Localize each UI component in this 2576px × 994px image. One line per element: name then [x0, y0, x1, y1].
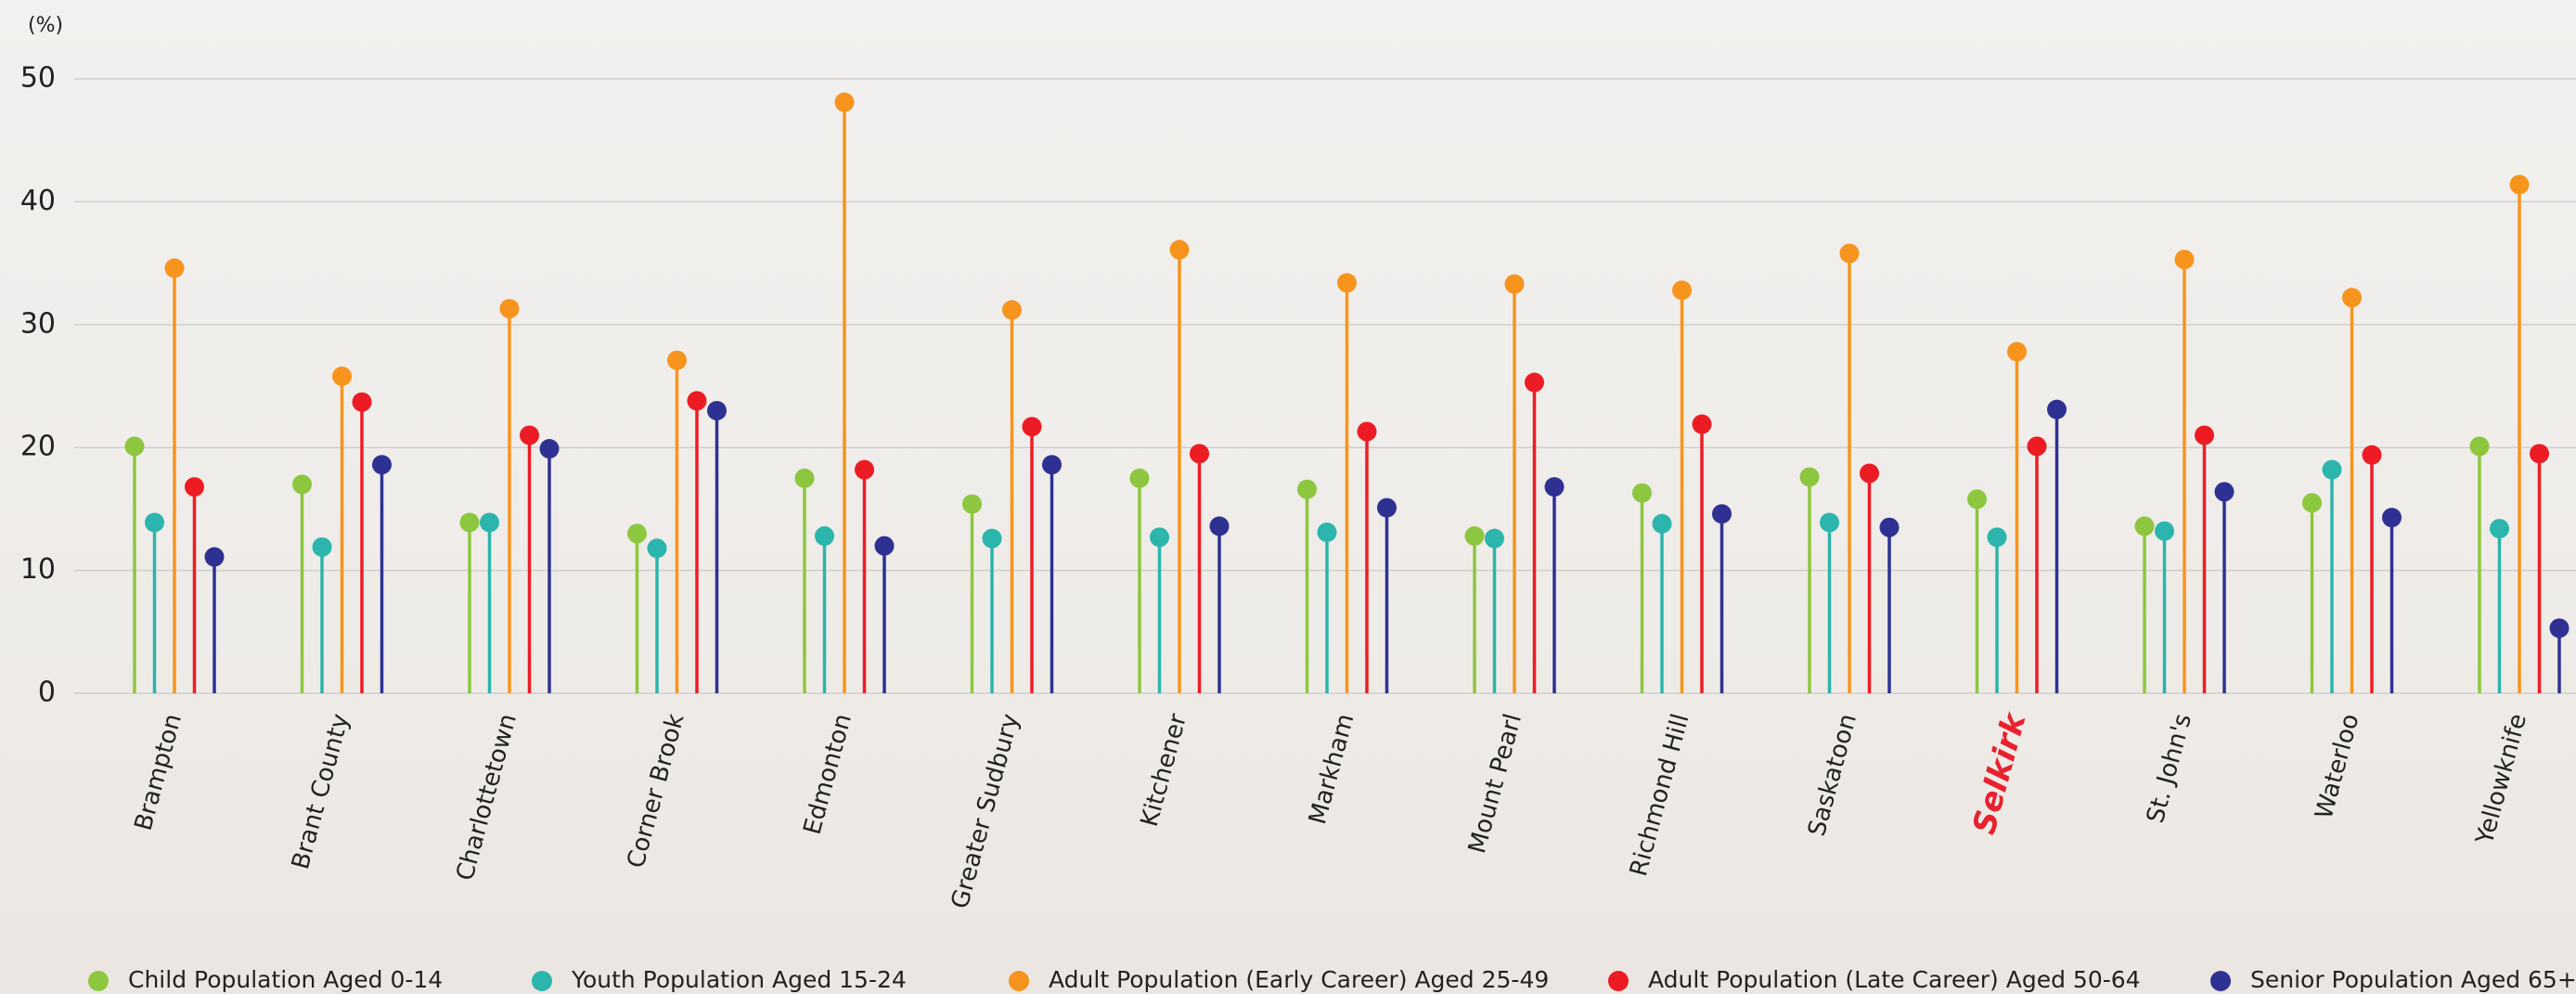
legend-marker — [1608, 971, 1629, 991]
lollipop-dot — [1880, 518, 1900, 537]
y-axis-label: (%) — [28, 14, 63, 37]
lollipop-dot — [2028, 436, 2047, 456]
y-tick-label: 0 — [38, 677, 56, 709]
lollipop-dot — [1130, 469, 1150, 488]
lollipop-dot — [480, 512, 499, 532]
lollipop-dot — [1190, 444, 1209, 463]
background — [0, 0, 2576, 994]
lollipop-dot — [145, 512, 164, 532]
lollipop-dot — [372, 455, 392, 474]
lollipop-dot — [1042, 455, 1062, 474]
legend-label: Adult Population (Late Career) Aged 50-6… — [1648, 966, 2141, 993]
legend-marker — [1009, 971, 1029, 991]
lollipop-dot — [1653, 514, 1672, 534]
lollipop-dot — [2323, 460, 2342, 480]
lollipop-dot — [1358, 421, 1377, 441]
lollipop-dot — [855, 460, 874, 480]
lollipop-dot — [1150, 527, 1169, 547]
lollipop-dot — [875, 536, 895, 556]
lollipop-dot — [1967, 489, 1987, 509]
lollipop-dot — [627, 523, 647, 543]
lollipop-dot — [520, 425, 539, 445]
lollipop-dot — [540, 439, 560, 458]
lollipop-dot — [1800, 467, 1820, 486]
lollipop-dot — [1023, 417, 1042, 436]
lollipop-dot — [688, 391, 707, 410]
lollipop-dot — [667, 351, 687, 370]
lollipop-dot — [292, 474, 312, 494]
lollipop-dot — [353, 393, 372, 412]
lollipop-dot — [962, 495, 982, 514]
lollipop-dot — [332, 367, 352, 386]
lollipop-dot — [1297, 480, 1317, 499]
lollipop-dot — [2175, 250, 2195, 269]
lollipop-dot — [2342, 288, 2362, 307]
lollipop-dot — [2530, 444, 2549, 463]
legend-label: Youth Population Aged 15-24 — [571, 966, 907, 993]
lollipop-dot — [1632, 484, 1652, 503]
lollipop-dot — [2490, 519, 2509, 538]
lollipop-dot — [1672, 280, 1692, 300]
lollipop-dot — [2363, 445, 2382, 465]
legend-label: Senior Population Aged 65+ — [2250, 966, 2576, 993]
lollipop-dot — [205, 548, 225, 567]
legend-marker — [88, 971, 109, 991]
lollipop-dot — [648, 538, 667, 558]
lollipop-dot — [2195, 425, 2214, 445]
lollipop-dot — [1337, 273, 1357, 292]
lollipop-dot — [1485, 529, 1504, 549]
lollipop-dot — [2470, 436, 2490, 456]
lollipop-dot — [125, 436, 145, 456]
lollipop-dot — [815, 526, 834, 546]
lollipop-dot — [795, 469, 815, 488]
lollipop-dot — [1988, 527, 2007, 547]
lollipop-dot — [500, 299, 520, 318]
lollipop-dot — [1525, 373, 1544, 393]
lollipop-dot — [1840, 244, 1860, 264]
y-tick-label: 10 — [20, 553, 56, 586]
lollipop-dot — [1545, 477, 1565, 497]
lollipop-dot — [2382, 508, 2402, 527]
y-tick-label: 50 — [20, 62, 56, 95]
lollipop-dot — [185, 477, 204, 497]
lollipop-dot — [2155, 522, 2174, 541]
lollipop-dot — [313, 537, 332, 557]
chart: (%) 01020304050BramptonBrant CountyCharl… — [0, 0, 2576, 994]
lollipop-dot — [1693, 415, 1712, 434]
lollipop-dot — [983, 529, 1002, 549]
lollipop-dot — [460, 512, 480, 532]
lollipop-dot — [2550, 618, 2570, 638]
legend-marker — [532, 971, 552, 991]
y-tick-label: 20 — [20, 431, 56, 463]
lollipop-dot — [835, 93, 855, 112]
lollipop-dot — [1377, 498, 1397, 518]
lollipop-dot — [2510, 174, 2530, 194]
lollipop-dot — [1860, 464, 1879, 484]
lollipop-dot — [2302, 493, 2322, 512]
lollipop-dot — [1002, 300, 1022, 319]
lollipop-dot — [2047, 400, 2067, 420]
legend-label: Child Population Aged 0-14 — [128, 966, 443, 993]
lollipop-dot — [2135, 516, 2155, 536]
lollipop-dot — [1505, 275, 1525, 294]
lollipop-dot — [1820, 512, 1839, 532]
lollipop-dot — [1318, 523, 1337, 542]
lollipop-dot — [165, 258, 185, 278]
lollipop-dot — [1712, 504, 1732, 523]
y-tick-label: 30 — [20, 307, 56, 340]
lollipop-dot — [2007, 342, 2027, 361]
lollipop-dot — [1465, 526, 1485, 546]
y-tick-label: 40 — [20, 185, 56, 217]
lollipop-dot — [1170, 240, 1190, 260]
legend-label: Adult Population (Early Career) Aged 25-… — [1049, 966, 1549, 993]
lollipop-dot — [2215, 482, 2235, 501]
legend-marker — [2210, 971, 2231, 991]
lollipop-dot — [1210, 516, 1230, 536]
lollipop-dot — [707, 401, 727, 420]
